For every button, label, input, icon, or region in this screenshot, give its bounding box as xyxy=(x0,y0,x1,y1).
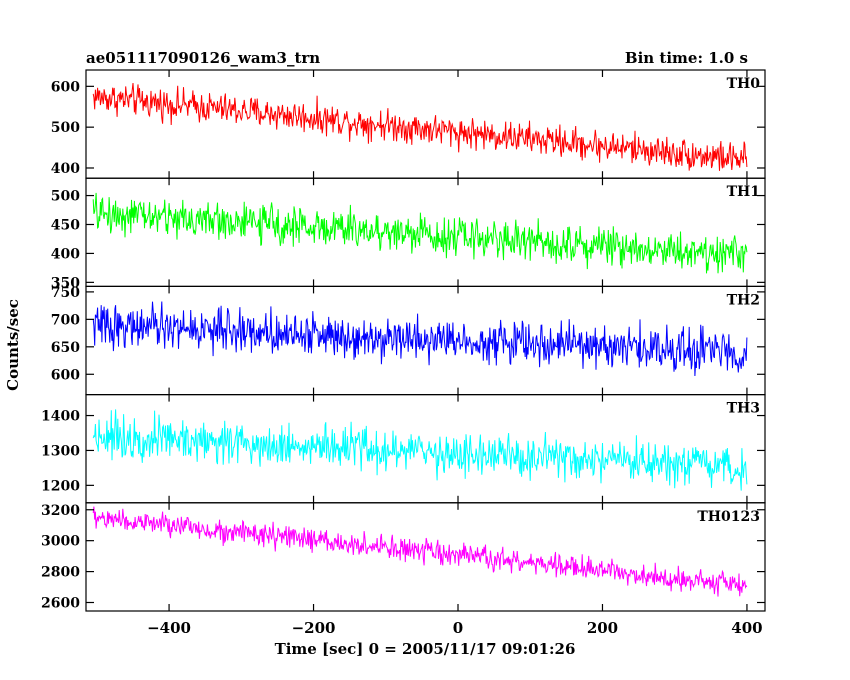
y-tick-label: 3200 xyxy=(41,503,80,519)
bin-time-label: Bin time: 1.0 s xyxy=(625,49,748,67)
y-tick-label: 500 xyxy=(51,120,80,136)
x-tick-label: −400 xyxy=(147,619,191,637)
series-line-th3 xyxy=(92,409,748,491)
series-line-th1 xyxy=(92,192,748,274)
chart-title: ae051117090126_wam3_trn xyxy=(86,49,320,67)
series-line-th2 xyxy=(92,301,748,377)
panel-th3: 1200 1300 1400 TH3 xyxy=(41,394,766,504)
x-tick-label: 200 xyxy=(587,619,618,637)
panel-th0: 400 500 600 TH0 xyxy=(51,69,766,179)
panels-group: 400 500 600 TH0 350 400 450 500 TH1 600 650 700 750 T… xyxy=(41,69,766,612)
panel-label-th2: TH2 xyxy=(727,292,760,308)
y-tick-label: 350 xyxy=(51,275,80,291)
y-tick-label: 650 xyxy=(51,340,80,356)
panel-label-th1: TH1 xyxy=(727,184,760,200)
x-axis-label: Time [sec] 0 = 2005/11/17 09:01:26 xyxy=(275,640,576,658)
panel-frame xyxy=(85,394,766,504)
y-axis-label: Counts/sec xyxy=(4,299,22,391)
panel-th1: 350 400 450 500 TH1 xyxy=(51,177,766,291)
x-tick-label: −200 xyxy=(292,619,336,637)
panel-th2: 600 650 700 750 TH2 xyxy=(51,285,766,396)
panel-label-th0: TH0 xyxy=(727,76,761,92)
y-tick-label: 400 xyxy=(51,246,80,262)
y-tick-label: 700 xyxy=(51,312,80,328)
series-line-th0 xyxy=(92,82,748,171)
y-tick-label: 2800 xyxy=(41,565,80,581)
y-tick-label: 1200 xyxy=(41,478,80,494)
y-tick-label: 3000 xyxy=(41,534,80,550)
y-tick-label: 600 xyxy=(51,79,80,95)
y-tick-label: 500 xyxy=(51,189,80,205)
panel-th0123: 2600 2800 3000 3200 TH0123 xyxy=(41,502,766,612)
y-tick-label: 2600 xyxy=(41,595,80,611)
y-tick-label: 600 xyxy=(51,367,80,383)
x-tick-label: 0 xyxy=(453,619,463,637)
panel-label-th0123: TH0123 xyxy=(697,509,760,525)
y-tick-label: 400 xyxy=(51,161,80,177)
y-tick-label: 450 xyxy=(51,217,80,233)
y-tick-label: 1300 xyxy=(41,443,80,459)
y-tick-label: 750 xyxy=(51,285,80,301)
panel-label-th3: TH3 xyxy=(727,401,760,417)
panel-frame xyxy=(85,502,766,612)
x-tick-label: 400 xyxy=(731,619,762,637)
x-axis: −400 −200 0 200 400 xyxy=(147,619,762,637)
series-line-th0123 xyxy=(92,506,748,597)
y-tick-label: 1400 xyxy=(41,409,80,425)
